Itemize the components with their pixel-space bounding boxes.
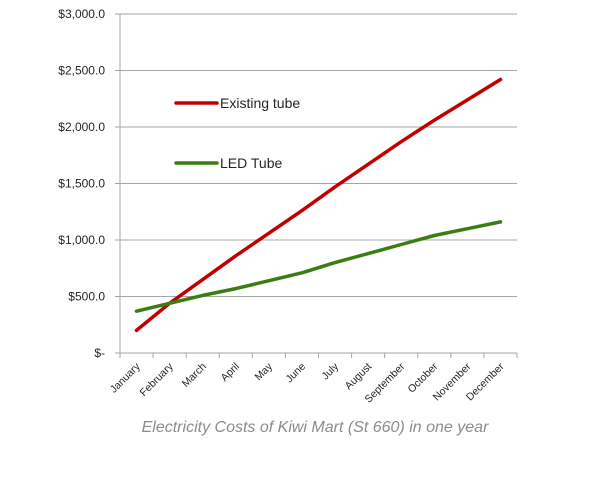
x-tick-label: April bbox=[219, 361, 242, 384]
gridlines bbox=[120, 13, 517, 297]
y-tick-label: $1,500.0 bbox=[58, 177, 105, 191]
y-tick-label: $2,500.0 bbox=[58, 64, 105, 78]
series-lines bbox=[134, 77, 503, 333]
y-tick-label: $- bbox=[94, 346, 105, 360]
x-tick-label: February bbox=[138, 360, 177, 399]
legend-label-1: LED Tube bbox=[220, 155, 282, 171]
legend-label-0: Existing tube bbox=[220, 95, 300, 111]
series-line-0 bbox=[134, 77, 503, 333]
x-tick-label: May bbox=[252, 360, 275, 383]
y-tick-label: $3,000.0 bbox=[58, 7, 105, 21]
axes: $- $500.0 $1,000.0 $1,500.0 $2,000.0 $2,500.0… bbox=[58, 7, 518, 405]
x-tick-label: July bbox=[319, 360, 341, 382]
y-tick-label: $500.0 bbox=[68, 290, 105, 304]
x-axis-label: Electricity Costs of Kiwi Mart (St 660) … bbox=[142, 419, 489, 436]
series-line-1 bbox=[134, 220, 503, 313]
x-tick-label: March bbox=[180, 361, 209, 390]
x-tick-label: June bbox=[283, 361, 308, 386]
x-tick-label: August bbox=[343, 361, 375, 393]
y-tick-label: $2,000.0 bbox=[58, 120, 105, 134]
y-tick-label: $1,000.0 bbox=[58, 233, 105, 247]
legend: Existing tube LED Tube bbox=[174, 95, 300, 171]
